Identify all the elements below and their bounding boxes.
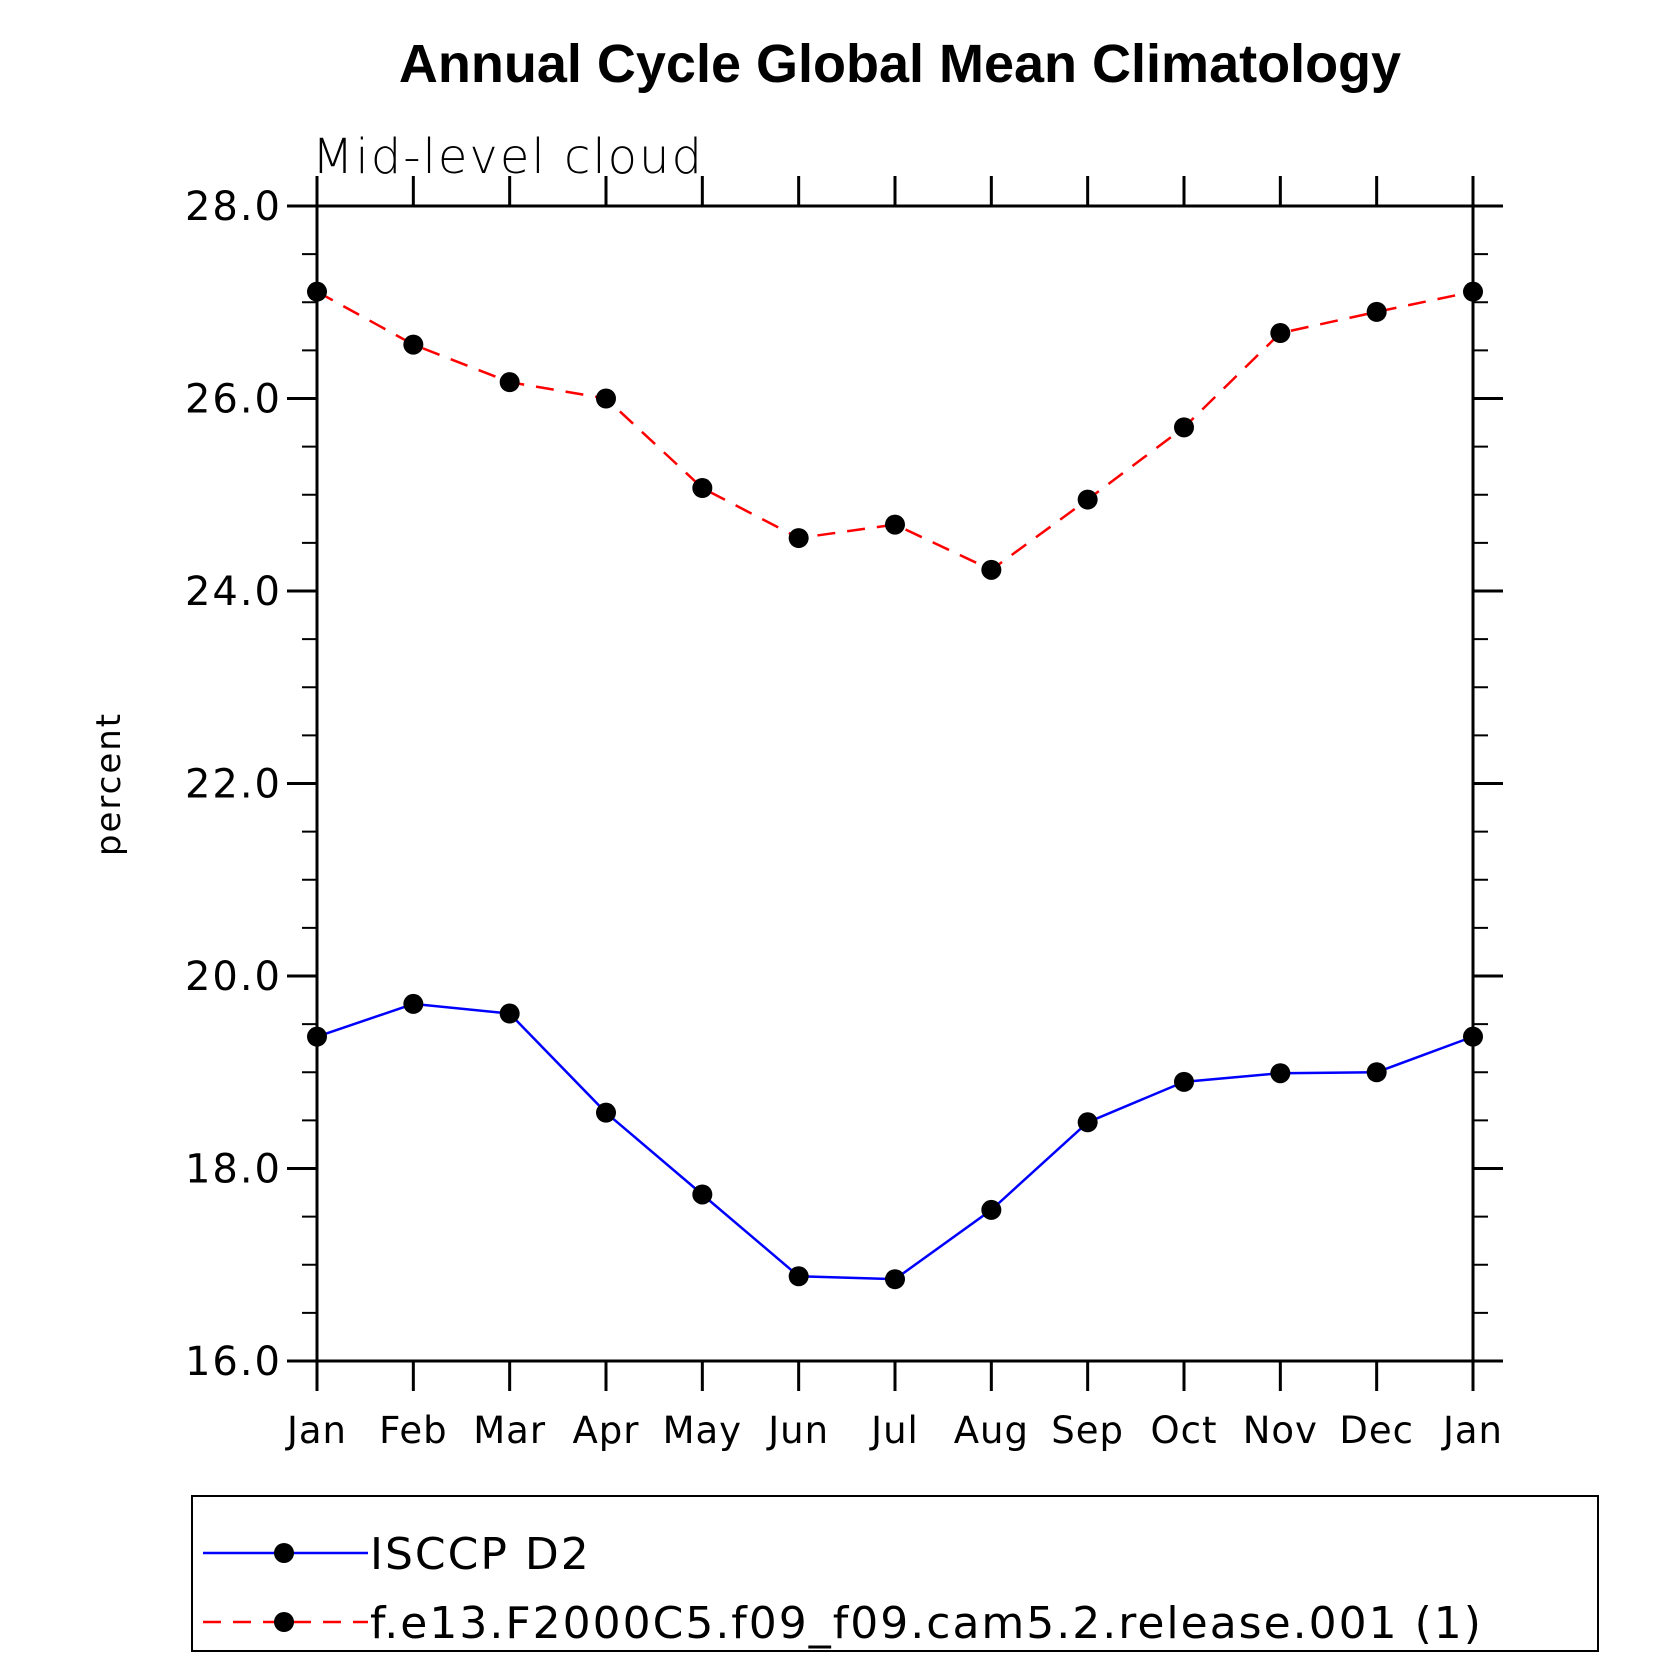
data-point — [788, 528, 809, 549]
y-axis-label: percent — [89, 712, 129, 856]
data-point — [1077, 1112, 1098, 1133]
legend-label: ISCCP D2 — [370, 1529, 591, 1580]
data-point — [885, 514, 905, 535]
data-point — [885, 1269, 905, 1290]
data-point — [1463, 1026, 1483, 1047]
x-tick-label: Dec — [1339, 1409, 1414, 1452]
data-point — [981, 1199, 1002, 1220]
chart-title: Annual Cycle Global Mean Climatology — [399, 34, 1401, 94]
data-point — [1077, 489, 1098, 510]
plot-frame — [315, 204, 1475, 1363]
x-tick-label: Sep — [1051, 1409, 1124, 1452]
x-tick-label: Apr — [572, 1409, 639, 1452]
x-tick-label: Aug — [954, 1409, 1029, 1452]
data-point — [307, 281, 327, 302]
x-tick-label: Oct — [1151, 1409, 1218, 1452]
x-tick-label: Feb — [379, 1409, 448, 1452]
data-point — [981, 559, 1002, 580]
y-tick-label: 24.0 — [185, 569, 282, 615]
y-axis-ticks: 16.0 18.0 20.0 22.0 24.0 26.0 28.0 — [185, 184, 1503, 1385]
series-line — [316, 1002, 1474, 1281]
x-tick-label: Nov — [1243, 1409, 1318, 1452]
data-point — [1270, 1063, 1291, 1084]
y-tick-label: 26.0 — [185, 377, 282, 423]
legend-box — [191, 1495, 1599, 1652]
y-tick-label: 18.0 — [185, 1147, 282, 1193]
data-point — [1174, 1071, 1194, 1092]
chart-subtitle: Mid-level cloud — [312, 129, 704, 185]
x-tick-label: Jan — [1441, 1409, 1503, 1452]
data-point — [788, 1266, 809, 1287]
series-layer — [307, 281, 1483, 1290]
data-point — [403, 993, 424, 1014]
legend-label: f.e13.F2000C5.f09_f09.cam5.2.release.001… — [370, 1598, 1483, 1649]
x-tick-label: Jun — [766, 1409, 829, 1452]
legend-entries: ISCCP D2 f.e13.F2000C5.f09_f09.cam5.2.rel… — [203, 1529, 1483, 1649]
data-point — [692, 1184, 713, 1205]
x-tick-label: May — [663, 1409, 743, 1452]
legend-marker — [274, 1612, 294, 1632]
data-point — [307, 1026, 327, 1047]
legend-marker — [274, 1543, 294, 1563]
y-tick-label: 20.0 — [185, 954, 282, 1000]
data-point — [596, 1102, 616, 1123]
y-tick-label: 22.0 — [185, 762, 282, 808]
data-point — [403, 334, 424, 355]
data-point — [499, 372, 520, 393]
x-tick-label: Jul — [869, 1409, 919, 1452]
data-point — [1174, 417, 1194, 438]
x-tick-label: Jan — [285, 1409, 347, 1452]
x-axis-ticks: Jan Feb Mar Apr May Jun Jul Aug Sep Oct Nov Dec Jan — [285, 176, 1503, 1452]
data-point — [692, 478, 713, 499]
y-tick-label: 16.0 — [185, 1339, 282, 1385]
series-group — [307, 281, 1483, 580]
data-point — [1366, 301, 1387, 322]
data-point — [1270, 323, 1291, 344]
series-group — [307, 993, 1483, 1290]
y-tick-label: 28.0 — [185, 184, 282, 230]
legend: ISCCP D2 f.e13.F2000C5.f09_f09.cam5.2.rel… — [191, 1495, 1599, 1652]
data-point — [1366, 1062, 1387, 1083]
data-point — [596, 388, 616, 409]
data-point — [1463, 281, 1483, 302]
data-point — [499, 1003, 520, 1024]
x-tick-label: Mar — [473, 1409, 546, 1452]
